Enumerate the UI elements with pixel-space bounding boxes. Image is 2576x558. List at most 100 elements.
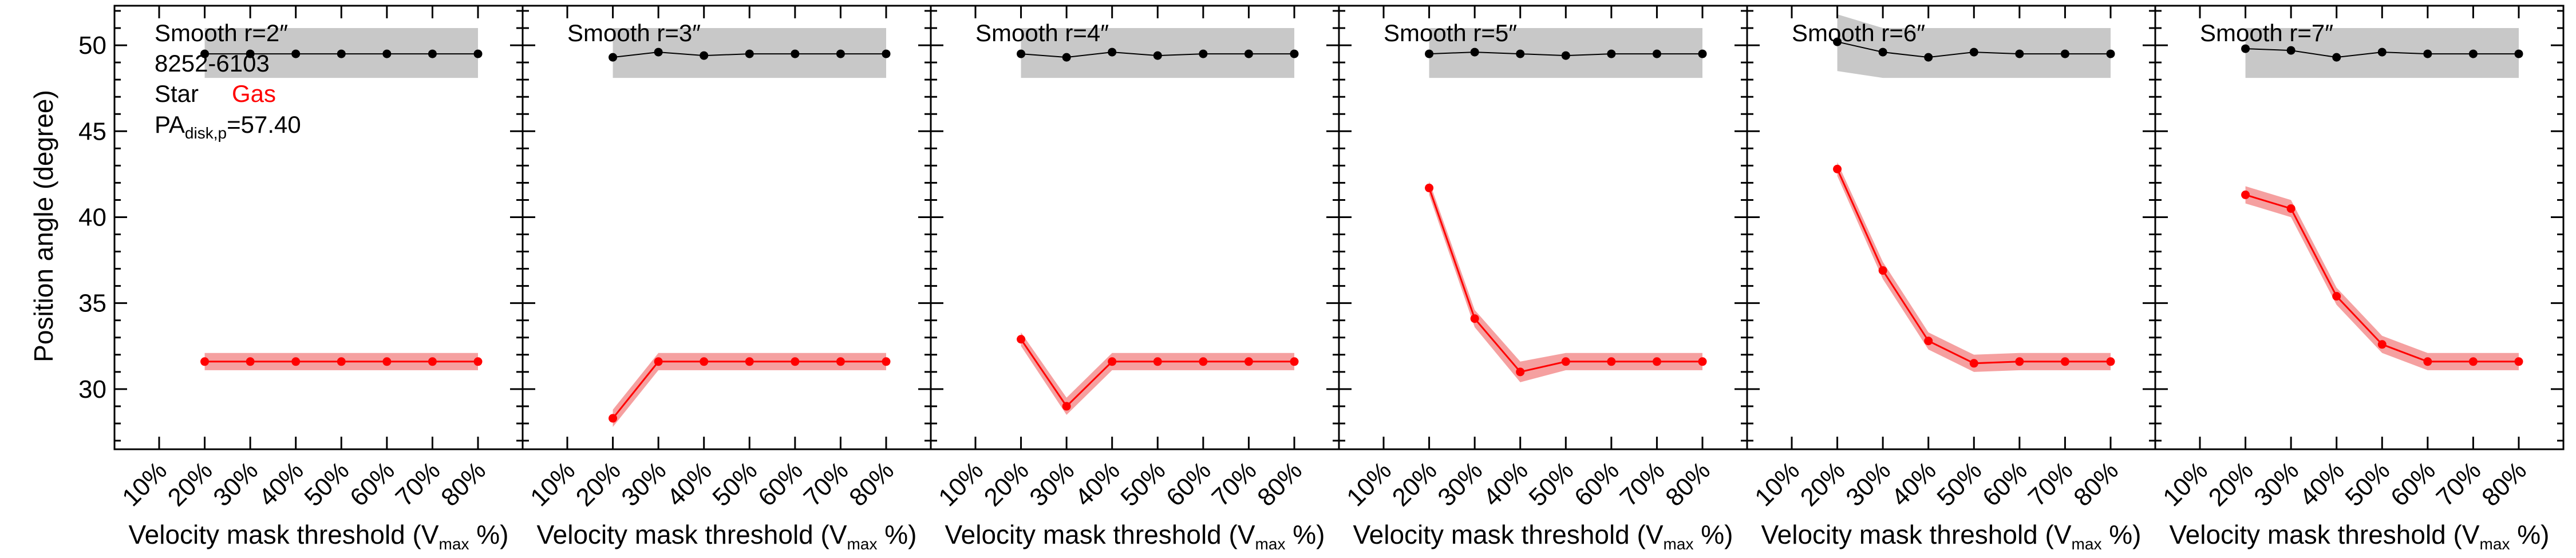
x-tick-label: 30% [616, 456, 671, 512]
gas-point [1062, 402, 1071, 411]
x-tick-label: 10% [933, 456, 989, 512]
x-tick-label: 60% [753, 456, 808, 512]
x-tick-label: 20% [1795, 456, 1851, 512]
x-axis-title: Velocity mask threshold (Vmax %) [537, 520, 917, 553]
gas-point [1652, 357, 1661, 366]
star-point [428, 49, 437, 58]
gas-point [1017, 335, 1026, 344]
star-point [882, 49, 891, 58]
star-point [382, 49, 392, 58]
gas-point [1470, 314, 1479, 323]
star-point [2106, 49, 2115, 58]
x-tick-label: 80% [1660, 456, 1716, 512]
x-tick-label: 80% [2068, 456, 2124, 512]
star-point [473, 49, 483, 58]
star-point [246, 49, 255, 58]
star-point [1199, 49, 1208, 58]
x-tick-label: 80% [2476, 456, 2532, 512]
panel-4: 10%20%30%40%50%60%70%80% Velocity mask th… [1338, 5, 1748, 553]
gas-point [654, 357, 663, 366]
gas-point [337, 357, 346, 366]
gas-point [2468, 357, 2478, 366]
gas-point [745, 357, 754, 366]
x-tick-label: 80% [844, 456, 899, 512]
x-tick-label: 40% [254, 456, 309, 512]
star-point [654, 48, 663, 57]
gas-point [2514, 357, 2523, 366]
panel-5: 10%20%30%40%50%60%70%80% Velocity mask th… [1746, 5, 2156, 553]
x-tick-label: 40% [1070, 456, 1125, 512]
x-tick-label: 40% [2294, 456, 2350, 512]
gas-point [246, 357, 255, 366]
gas-band [1429, 181, 1702, 382]
gas-point [2241, 190, 2250, 199]
star-point [1607, 49, 1616, 58]
star-point [2286, 46, 2296, 55]
x-tick-label: 70% [2023, 456, 2079, 512]
x-tick-label: 20% [979, 456, 1034, 512]
gas-point [200, 357, 210, 366]
star-point [1290, 49, 1299, 58]
x-tick-label: 10% [2158, 456, 2213, 512]
x-tick-label: 20% [2203, 456, 2259, 512]
galaxy-id: 8252-6103 [155, 50, 270, 77]
x-tick-label: 40% [662, 456, 717, 512]
x-tick-label: 60% [2385, 456, 2441, 512]
star-point [2015, 49, 2024, 58]
star-point [337, 49, 346, 58]
star-point [1425, 49, 1434, 58]
gas-point [1516, 367, 1525, 377]
star-point [2377, 48, 2387, 57]
x-tick-label: 80% [436, 456, 491, 512]
gas-point [1878, 266, 1887, 275]
star-point [1652, 49, 1661, 58]
x-axis-title: Velocity mask threshold (Vmax %) [945, 520, 1325, 553]
gas-point [882, 357, 891, 366]
star-point [1244, 49, 1253, 58]
gas-point [2015, 357, 2024, 366]
y-tick-label: 45 [78, 117, 106, 145]
gas-point [2332, 292, 2341, 301]
x-axis-title: Velocity mask threshold (Vmax %) [1353, 520, 1733, 553]
x-tick-label: 30% [208, 456, 263, 512]
x-tick-label: 60% [1569, 456, 1625, 512]
gas-point [1108, 357, 1117, 366]
star-point [1062, 53, 1071, 62]
gas-band [2245, 186, 2519, 370]
gas-band [1021, 332, 1294, 415]
gas-point [2377, 340, 2387, 349]
star-point [1470, 48, 1479, 57]
x-tick-label: 50% [1523, 456, 1579, 512]
x-tick-label: 40% [1886, 456, 1942, 512]
panel-title: Smooth r=2″ [155, 19, 288, 46]
x-tick-label: 10% [525, 456, 580, 512]
star-point [291, 49, 301, 58]
star-point [2060, 49, 2069, 58]
star-point [2468, 49, 2478, 58]
y-tick-label: 40 [78, 203, 106, 231]
x-tick-label: 30% [1840, 456, 1896, 512]
x-tick-label: 40% [1478, 456, 1534, 512]
star-point [1017, 49, 1026, 58]
gas-point [1425, 183, 1434, 192]
y-tick-label: 35 [78, 290, 106, 318]
star-point [791, 49, 800, 58]
star-point [1924, 53, 1933, 62]
gas-point [1244, 357, 1253, 366]
x-tick-label: 70% [2431, 456, 2487, 512]
panel-title: Smooth r=7″ [2200, 19, 2333, 46]
x-tick-label: 70% [1615, 456, 1670, 512]
star-point [2514, 49, 2523, 58]
star-point [836, 49, 845, 58]
gas-point [291, 357, 301, 366]
y-tick-label: 30 [78, 375, 106, 403]
star-point [609, 53, 618, 62]
y-tick-label: 50 [78, 31, 106, 60]
star-point [1698, 49, 1707, 58]
gas-point [700, 357, 709, 366]
gas-point [1607, 357, 1616, 366]
star-point [1969, 48, 1978, 57]
star-point [2423, 49, 2432, 58]
x-tick-label: 70% [1207, 456, 1262, 512]
